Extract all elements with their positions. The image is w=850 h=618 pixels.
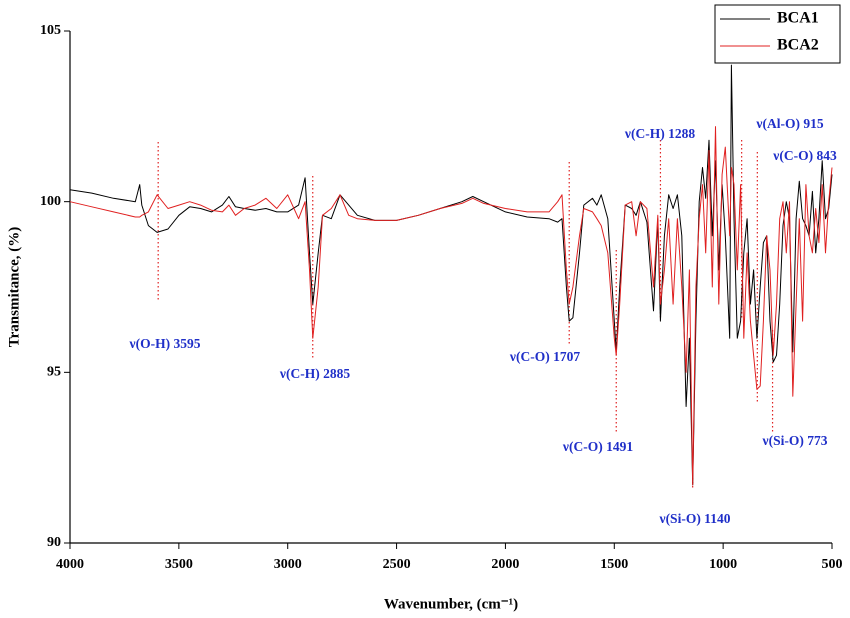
x-tick-label: 3000 <box>274 557 302 572</box>
y-axis-label: Transmitance, (%) <box>6 227 22 348</box>
x-axis-label: Wavenumber, (cm⁻¹) <box>384 596 518 612</box>
legend-box <box>714 4 841 64</box>
annotation: ν(C-O) 1707 <box>509 349 580 364</box>
y-tick-label: 105 <box>40 23 61 38</box>
series-line <box>69 64 833 486</box>
annotation: ν(C-O) 843 <box>772 148 837 163</box>
annotation: ν(Al-O) 915 <box>755 116 823 131</box>
x-tick-label: 500 <box>822 557 843 572</box>
y-tick-label: 100 <box>40 194 61 209</box>
annotation: ν(C-H) 2885 <box>279 366 350 381</box>
annotation: ν(O-H) 3595 <box>129 336 201 351</box>
legend-label: BCA2 <box>777 37 819 54</box>
x-tick-label: 4000 <box>56 557 84 572</box>
annotation: ν(Si-O) 773 <box>762 433 828 448</box>
x-tick-label: 3500 <box>165 557 193 572</box>
x-tick-label: 1000 <box>709 557 737 572</box>
x-tick-label: 2000 <box>491 557 519 572</box>
annotation: ν(C-O) 1491 <box>562 439 633 454</box>
legend-label: BCA1 <box>777 10 819 27</box>
annotation: ν(C-H) 1288 <box>624 126 695 141</box>
series-line <box>69 126 833 486</box>
y-tick-label: 90 <box>47 535 61 550</box>
x-tick-label: 1500 <box>600 557 628 572</box>
x-tick-label: 2500 <box>383 557 411 572</box>
y-tick-label: 95 <box>47 365 61 380</box>
annotation: ν(Si-O) 1140 <box>659 511 731 526</box>
